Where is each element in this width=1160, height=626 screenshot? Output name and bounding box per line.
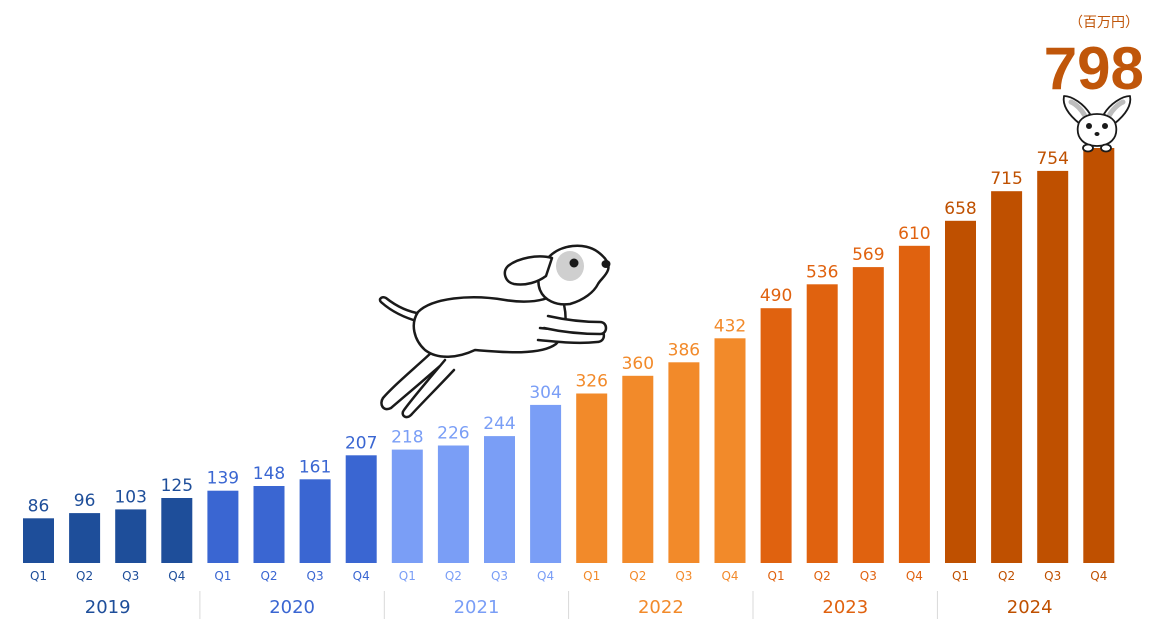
value-label-2020-q1: 139 xyxy=(207,469,239,489)
bar-2023-q4 xyxy=(898,245,930,564)
bar-2020-q2 xyxy=(253,486,285,563)
quarter-label-2023-q2: Q2 xyxy=(814,569,831,583)
value-label-2022-q3: 386 xyxy=(668,340,700,360)
value-label-2023-q1: 490 xyxy=(760,286,792,306)
quarter-label-2019-q3: Q3 xyxy=(122,569,139,583)
value-label-2019-q2: 96 xyxy=(74,491,96,511)
quarter-label-2024-q1: Q1 xyxy=(952,569,969,583)
bar-2023-q2 xyxy=(806,284,838,563)
quarter-label-2024-q2: Q2 xyxy=(998,569,1015,583)
bar-2022-q4 xyxy=(714,338,746,563)
value-label-2022-q2: 360 xyxy=(622,354,654,374)
value-label-2023-q2: 536 xyxy=(806,262,838,282)
quarter-label-2019-q1: Q1 xyxy=(30,569,47,583)
highlight-value-label: 798 xyxy=(1044,35,1144,102)
value-label-2021-q3: 244 xyxy=(483,414,515,434)
quarter-label-2023-q1: Q1 xyxy=(768,569,785,583)
value-label-2024-q1: 658 xyxy=(944,199,976,219)
value-label-2021-q1: 218 xyxy=(391,428,423,448)
quarter-label-2022-q3: Q3 xyxy=(675,569,692,583)
bar-2024-q3 xyxy=(1037,170,1069,563)
bar-2022-q1 xyxy=(576,393,608,563)
bar-2021-q3 xyxy=(484,436,515,563)
year-label-2023: 2023 xyxy=(822,597,868,618)
bar-2019-q2 xyxy=(69,513,101,563)
quarter-label-2019-q4: Q4 xyxy=(168,569,185,583)
bar-2024-q1 xyxy=(945,220,976,564)
quarter-label-2021-q2: Q2 xyxy=(445,569,462,583)
year-label-2024: 2024 xyxy=(1007,597,1053,618)
value-label-2020-q4: 207 xyxy=(345,433,377,453)
unit-label: （百万円） xyxy=(1069,15,1139,31)
quarter-label-2024-q4: Q4 xyxy=(1090,569,1107,583)
quarter-label-2020-q1: Q1 xyxy=(214,569,231,583)
quarter-label-2021-q1: Q1 xyxy=(399,569,416,583)
value-labels-layer: 86 96 103 125 139 148 161 207 218 226 244 304 326 360… xyxy=(28,149,1069,516)
value-label-2019-q3: 103 xyxy=(114,487,146,507)
year-label-2021: 2021 xyxy=(454,597,500,618)
value-label-2022-q4: 432 xyxy=(714,316,746,336)
quarter-label-2019-q2: Q2 xyxy=(76,569,93,583)
value-label-2020-q2: 148 xyxy=(253,464,285,484)
bar-2019-q4 xyxy=(161,498,193,563)
value-label-2024-q3: 754 xyxy=(1036,149,1068,169)
bar-2020-q4 xyxy=(345,455,377,563)
quarter-label-2022-q4: Q4 xyxy=(721,569,738,583)
bar-2024-q4 xyxy=(1083,148,1115,563)
bar-2021-q1 xyxy=(391,449,423,563)
value-label-2024-q2: 715 xyxy=(990,169,1022,189)
quarter-label-2023-q3: Q3 xyxy=(860,569,877,583)
jumping-dog-icon xyxy=(378,244,611,419)
quarter-label-2022-q1: Q1 xyxy=(583,569,600,583)
value-label-2021-q4: 304 xyxy=(529,383,561,403)
bar-2020-q3 xyxy=(299,479,331,563)
bars-layer xyxy=(23,148,1115,564)
bar-2023-q3 xyxy=(852,267,884,563)
value-label-2019-q1: 86 xyxy=(28,496,50,516)
quarter-label-2020-q2: Q2 xyxy=(260,569,277,583)
quarter-labels-layer: Q1 Q2 Q3 Q4 Q1 Q2 Q3 Q4 Q1 Q2 Q3 Q4 Q1 Q2 Q3 Q4 Q1 Q2 Q3 Q4… xyxy=(30,569,1107,583)
value-label-2019-q4: 125 xyxy=(161,476,193,496)
quarter-label-2023-q4: Q4 xyxy=(906,569,923,583)
year-label-2020: 2020 xyxy=(269,597,315,618)
chihuahua-icon xyxy=(1062,95,1132,153)
bar-2019-q1 xyxy=(23,518,54,563)
bar-2020-q1 xyxy=(207,490,239,563)
bar-2024-q2 xyxy=(991,191,1023,563)
bar-2023-q1 xyxy=(760,308,792,563)
value-label-2021-q2: 226 xyxy=(437,424,469,444)
quarter-label-2021-q3: Q3 xyxy=(491,569,508,583)
value-label-2023-q3: 569 xyxy=(852,245,884,265)
year-label-2022: 2022 xyxy=(638,597,684,618)
bar-2021-q4 xyxy=(530,404,562,563)
bar-2022-q2 xyxy=(622,375,654,563)
year-labels-layer: 2019 2020 2021 2022 2023 2024 xyxy=(85,591,1053,619)
value-label-2020-q3: 161 xyxy=(299,457,331,477)
value-label-2022-q1: 326 xyxy=(575,372,607,392)
bar-2019-q3 xyxy=(115,509,147,563)
quarter-label-2020-q3: Q3 xyxy=(307,569,324,583)
quarter-label-2024-q3: Q3 xyxy=(1044,569,1061,583)
quarter-label-2022-q2: Q2 xyxy=(629,569,646,583)
bar-2021-q2 xyxy=(437,445,469,563)
bar-2022-q3 xyxy=(668,362,700,563)
quarter-label-2021-q4: Q4 xyxy=(537,569,554,583)
year-label-2019: 2019 xyxy=(85,597,131,618)
value-label-2023-q4: 610 xyxy=(898,224,930,244)
quarter-label-2020-q4: Q4 xyxy=(353,569,370,583)
